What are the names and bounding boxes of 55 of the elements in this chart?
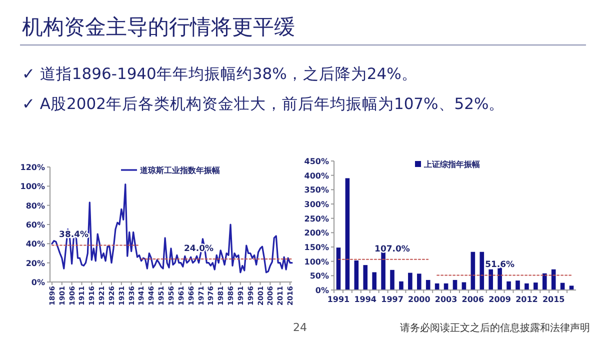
y-tick-label: 100% <box>304 257 329 266</box>
bar <box>336 248 341 290</box>
bar <box>534 282 538 290</box>
x-tick-label: 1994 <box>354 295 377 304</box>
legend-label: 上证综指年振幅 <box>423 160 480 169</box>
bar <box>399 281 404 290</box>
bar <box>506 281 511 290</box>
bar <box>426 280 430 290</box>
y-tick-label: 350% <box>304 186 329 195</box>
bar <box>363 265 368 290</box>
y-tick-label: 0% <box>315 286 329 295</box>
bar <box>416 274 422 290</box>
bar <box>488 269 494 290</box>
text: 请务必阅读正文之后的信息披露和法律声明 <box>400 322 590 334</box>
bar <box>470 252 476 290</box>
bar <box>516 280 520 290</box>
text: ✓ A股2002年后各类机构资金壮大，前后年均振幅为107%、52%。 <box>22 95 505 113</box>
y-tick-label: 60% <box>26 220 45 230</box>
annotation: 107.0% <box>374 244 410 254</box>
text: ✓ 道指1896-1940年年均振幅约38%，之后降为24%。 <box>22 65 418 83</box>
y-tick-label: 150% <box>304 243 329 252</box>
y-tick-label: 200% <box>304 228 329 238</box>
y-tick-label: 120% <box>20 163 45 172</box>
annotation: 51.6% <box>485 260 516 270</box>
y-tick-label: 80% <box>26 201 45 210</box>
y-tick-label: 100% <box>20 182 45 192</box>
y-tick-label: 250% <box>304 214 329 224</box>
y-tick-label: 400% <box>304 171 329 180</box>
x-tick-label: 2000 <box>408 295 431 304</box>
y-tick-label: 0% <box>31 278 45 287</box>
x-tick-label: 1997 <box>381 295 404 304</box>
x-tick-label: 2015 <box>542 295 566 304</box>
bar <box>542 273 547 290</box>
bar <box>345 178 350 290</box>
bar <box>381 252 386 290</box>
x-tick-label: 1991 <box>327 295 350 304</box>
bar <box>524 283 529 290</box>
line-series <box>51 183 293 274</box>
text: 机构资金主导的行情将更平缓 <box>22 15 295 39</box>
bar <box>480 252 484 290</box>
y-tick-label: 300% <box>304 200 329 209</box>
x-tick-label: 2003 <box>434 295 458 304</box>
y-tick-label: 450% <box>304 157 329 166</box>
x-tick-label: 2006 <box>462 295 484 304</box>
y-tick-label: 50% <box>310 272 329 281</box>
text: 24 <box>293 321 307 334</box>
x-tick-label: 2009 <box>488 295 512 304</box>
bar <box>390 270 394 290</box>
bar <box>372 272 376 290</box>
legend-label: 道琼斯工业指数年振幅 <box>140 165 220 175</box>
bar <box>354 260 359 290</box>
y-tick-label: 20% <box>26 258 45 268</box>
y-tick-label: 40% <box>26 240 45 249</box>
x-tick-label: 2012 <box>516 295 538 304</box>
bar <box>408 272 412 290</box>
